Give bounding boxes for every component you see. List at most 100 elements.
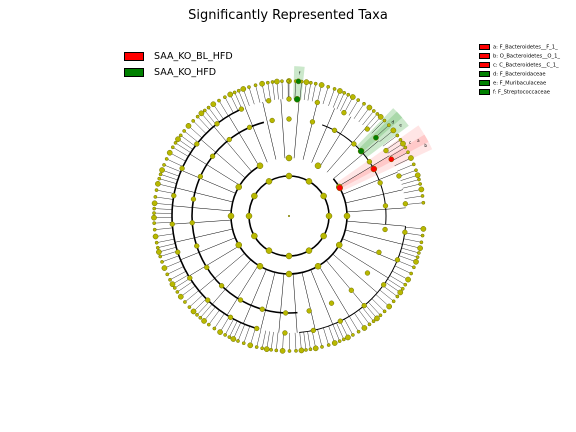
leaf-node xyxy=(332,87,337,91)
leaf-node xyxy=(236,339,240,343)
leaf-branch xyxy=(405,202,424,205)
leaf-node xyxy=(155,180,161,187)
leaf-branch xyxy=(154,208,173,210)
leaf-node xyxy=(326,343,331,347)
leaf-node xyxy=(403,145,408,150)
leaf-node xyxy=(191,119,196,123)
leaf-branch xyxy=(371,120,385,134)
taxon-node xyxy=(227,314,234,320)
taxon-node xyxy=(282,330,288,336)
leaf-branch xyxy=(167,266,184,275)
leaf-node xyxy=(391,299,396,304)
leaf-node xyxy=(318,82,325,88)
leaf-branch xyxy=(193,298,207,312)
internal-branch xyxy=(318,265,350,317)
leaf-node xyxy=(400,140,406,147)
leaf-node xyxy=(337,339,342,343)
taxon-node xyxy=(259,306,265,312)
taxon-node xyxy=(341,110,347,116)
taxon-node xyxy=(218,283,225,289)
leaf-node xyxy=(247,342,254,349)
taxon-node xyxy=(194,243,200,249)
taxon-node xyxy=(197,173,204,180)
clade-label: a xyxy=(417,138,420,143)
leaf-branch xyxy=(224,318,234,336)
leaf-node xyxy=(346,92,351,97)
leaf-branch xyxy=(400,175,418,181)
leaf-branch xyxy=(154,203,173,206)
leaf-branch xyxy=(169,271,186,280)
leaf-branch xyxy=(218,100,229,117)
taxon-node xyxy=(351,141,357,147)
leaf-node xyxy=(375,112,380,116)
legend-label: SAA_KO_HFD xyxy=(154,67,217,78)
internal-branch xyxy=(333,140,379,179)
leaf-node xyxy=(254,345,259,349)
internal-branch xyxy=(342,238,397,262)
leaf-node xyxy=(159,167,165,173)
taxon-node xyxy=(237,297,244,303)
leaf-branch xyxy=(389,147,406,157)
taxon-node xyxy=(310,327,316,334)
leaf-branch xyxy=(163,164,181,172)
leaf-branch xyxy=(177,281,193,293)
family-arc xyxy=(299,226,407,334)
leaf-branch xyxy=(237,324,245,342)
leaf-node xyxy=(154,240,159,245)
leaf-branch xyxy=(161,255,180,263)
leaf-branch xyxy=(157,183,176,189)
taxon-node xyxy=(251,232,258,240)
leaf-node xyxy=(172,286,177,290)
taxon-node xyxy=(171,193,177,199)
leaf-node xyxy=(303,79,310,85)
leaf-node xyxy=(337,88,343,94)
leaf-branch xyxy=(403,189,422,194)
leaf-branch xyxy=(156,238,175,243)
leaf-branch xyxy=(402,183,421,189)
internal-branch xyxy=(188,245,240,277)
taxon-node xyxy=(227,212,235,220)
leaf-node xyxy=(412,265,416,270)
leaf-branch xyxy=(155,196,174,200)
internal-branch xyxy=(260,272,276,330)
leaf-branch xyxy=(219,316,230,333)
leaf-branch xyxy=(172,147,189,157)
leaf-branch xyxy=(397,164,414,172)
taxa-legend-entry: f: F_Streptococcaceae xyxy=(479,89,550,96)
leaf-branch xyxy=(399,255,417,262)
leaf-branch xyxy=(261,330,266,349)
taxon-node xyxy=(251,192,258,200)
leaf-node xyxy=(260,346,265,351)
leaf-node xyxy=(414,168,418,173)
leaf-node xyxy=(152,233,159,240)
leaf-branch xyxy=(322,86,329,105)
leaf-node xyxy=(361,325,368,331)
group-legend-entry: SAA_KO_BL_HFD xyxy=(124,51,233,62)
legend-swatch-red xyxy=(479,53,490,59)
leaf-branch xyxy=(188,125,203,139)
leaf-node xyxy=(286,79,290,83)
leaf-branch xyxy=(405,226,424,230)
internal-branch xyxy=(338,246,389,279)
internal-branch xyxy=(226,265,259,316)
taxon-node xyxy=(285,270,293,278)
leaf-branch xyxy=(382,135,398,147)
internal-branch xyxy=(181,170,236,194)
leaf-branch xyxy=(267,82,271,101)
leaf-branch xyxy=(387,278,403,289)
taxon-node xyxy=(314,99,320,106)
leaf-node xyxy=(416,251,421,255)
taxa-legend-label: f: F_Streptococcaceae xyxy=(493,89,550,96)
leaf-node xyxy=(411,162,416,167)
root-node xyxy=(287,214,291,218)
taxon-node xyxy=(381,282,387,288)
leaf-node xyxy=(270,80,275,84)
leaf-node xyxy=(420,233,425,238)
taxon-node xyxy=(179,165,185,172)
leaf-node xyxy=(417,177,421,182)
leaf-node xyxy=(198,110,205,117)
leaf-node xyxy=(173,141,178,145)
leaf-branch xyxy=(382,285,398,297)
legend-swatch-green xyxy=(479,80,490,86)
leaf-branch xyxy=(154,221,173,224)
